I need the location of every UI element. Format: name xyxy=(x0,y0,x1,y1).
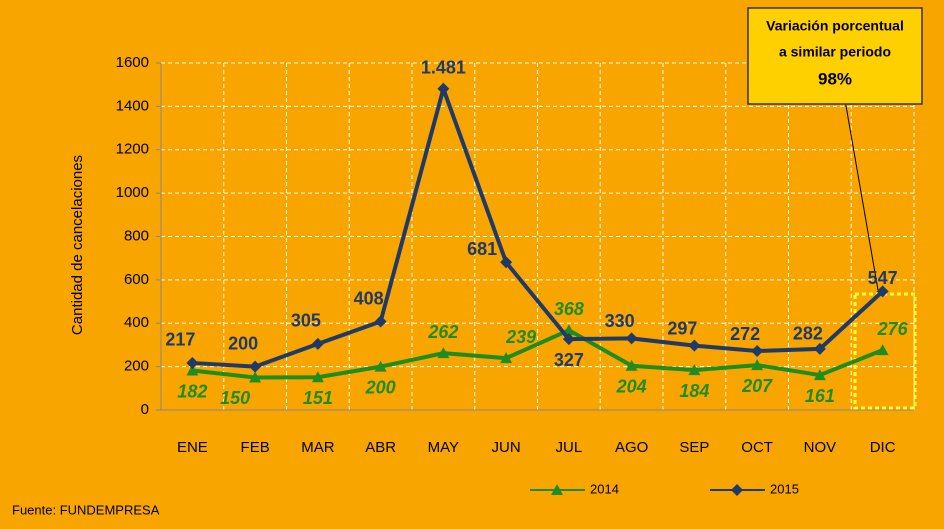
marker xyxy=(876,344,889,356)
data-label: 150 xyxy=(220,388,250,408)
y-axis-label: Cantidad de cancelaciones xyxy=(69,155,86,335)
x-tick-label: OCT xyxy=(741,439,773,456)
line xyxy=(192,82,884,369)
marker xyxy=(562,333,575,346)
annotation-text: Variación porcentual xyxy=(766,18,904,34)
marker xyxy=(751,359,764,371)
data-label: 1.481 xyxy=(421,58,466,78)
marker xyxy=(625,332,638,345)
data-label: 161 xyxy=(805,386,835,406)
x-tick-label: MAY xyxy=(428,439,459,456)
data-label: 184 xyxy=(679,381,709,401)
marker xyxy=(625,359,638,371)
annotation-arrow xyxy=(844,99,879,291)
marker xyxy=(813,369,826,381)
marker xyxy=(500,352,513,364)
marker xyxy=(688,339,701,352)
x-tick-label: ABR xyxy=(365,439,396,456)
marker xyxy=(311,371,324,383)
data-label: 681 xyxy=(467,239,497,259)
data-label: 282 xyxy=(793,324,823,344)
data-label: 330 xyxy=(605,311,635,331)
line xyxy=(192,327,884,380)
marker xyxy=(813,342,826,355)
marker xyxy=(249,371,262,383)
marker xyxy=(186,356,199,369)
x-tick-label: NOV xyxy=(804,439,837,456)
marker xyxy=(500,256,513,269)
data-label: 200 xyxy=(365,377,396,397)
y-tick-label: 200 xyxy=(124,358,149,375)
y-tick-label: 1400 xyxy=(116,97,149,114)
y-tick-label: 1600 xyxy=(116,54,149,71)
x-tick-label: JUN xyxy=(492,439,521,456)
marker xyxy=(374,360,387,372)
marker xyxy=(731,484,743,496)
x-tick-label: JUL xyxy=(556,439,583,456)
legend-label: 2014 xyxy=(590,481,619,496)
data-label: 305 xyxy=(291,311,321,331)
marker xyxy=(437,82,450,95)
data-label: 262 xyxy=(427,322,458,342)
data-label: 547 xyxy=(868,268,898,288)
marker xyxy=(374,315,387,328)
marker xyxy=(311,337,324,350)
marker xyxy=(437,347,450,359)
marker xyxy=(876,285,889,298)
data-label: 151 xyxy=(303,388,333,408)
marker xyxy=(186,364,199,376)
annotation-box xyxy=(747,7,923,105)
annotation-text: a similar periodo xyxy=(779,44,891,60)
data-label: 297 xyxy=(667,318,697,338)
marker xyxy=(249,360,262,373)
y-tick-label: 600 xyxy=(124,271,149,288)
x-tick-label: MAR xyxy=(301,439,335,456)
source: Fuente: FUNDEMPRESA xyxy=(12,502,160,517)
data-label: 207 xyxy=(741,376,773,396)
data-label: 239 xyxy=(505,327,536,347)
data-label: 408 xyxy=(354,288,384,308)
legend-label: 2015 xyxy=(770,481,799,496)
x-tick-label: AGO xyxy=(615,439,648,456)
y-tick-label: 800 xyxy=(124,227,149,244)
data-label: 217 xyxy=(165,330,195,350)
data-label: 276 xyxy=(877,319,909,339)
data-label: 272 xyxy=(730,324,760,344)
data-label: 368 xyxy=(554,299,584,319)
y-tick-label: 1200 xyxy=(116,141,149,158)
marker xyxy=(688,364,701,376)
x-tick-label: FEB xyxy=(241,439,270,456)
x-tick-label: ENE xyxy=(177,439,208,456)
marker xyxy=(751,345,764,358)
x-tick-label: SEP xyxy=(679,439,709,456)
marker xyxy=(551,484,563,495)
data-label: 200 xyxy=(228,333,258,353)
data-label: 204 xyxy=(616,377,647,397)
y-tick-label: 1000 xyxy=(116,184,149,201)
x-tick-label: DIC xyxy=(870,439,896,456)
data-label: 327 xyxy=(554,350,584,370)
annotation-text: 98% xyxy=(818,69,852,88)
data-label: 182 xyxy=(177,381,207,401)
y-tick-label: 0 xyxy=(141,401,149,418)
y-tick-label: 400 xyxy=(124,314,149,331)
